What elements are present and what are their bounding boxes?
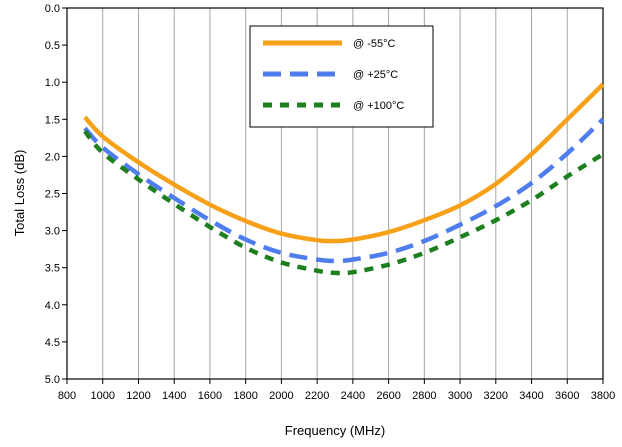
x-tick-label: 1000 [90,390,114,402]
y-axis-label: Total Loss (dB) [12,150,27,237]
x-tick-label: 3600 [555,390,579,402]
y-tick-label: 2.5 [45,189,60,201]
y-tick-label: 4.5 [45,337,60,349]
x-tick-label: 800 [58,390,76,402]
x-tick-label: 1200 [126,390,150,402]
x-tick-label: 1400 [162,390,186,402]
x-tick-label: 2200 [305,390,329,402]
legend-label-2: @ +25°C [353,69,398,81]
y-tick-label: 5.0 [45,374,60,386]
series-line-2 [83,117,605,264]
legend: @ -55°C @ +25°C @ +100°C [249,25,434,128]
x-tick-label: 2400 [341,390,365,402]
y-tick-label: 2.0 [45,151,60,163]
x-tick-label: 1600 [198,390,222,402]
y-tick-label: 3.5 [45,263,60,275]
series-line-1 [83,82,605,244]
x-axis-ticks: 800 1000 1200 1400 1600 1800 2000 2200 2400 2600 2… [58,379,615,402]
y-tick-label: 0.0 [45,3,60,15]
y-axis-ticks: 0.0 0.5 1.0 1.5 2.0 2.5 3.0 3.5 4.0 4.5 5.0 [45,3,67,386]
y-tick-label: 3.0 [45,226,60,238]
x-tick-label: 3400 [519,390,543,402]
y-tick-label: 1.5 [45,114,60,126]
x-tick-label: 3800 [591,390,615,402]
x-tick-label: 1800 [233,390,257,402]
y-tick-label: 0.5 [45,40,60,52]
x-tick-label: 3200 [484,390,508,402]
x-tick-label: 3000 [448,390,472,402]
x-tick-label: 2600 [376,390,400,402]
y-tick-label: 4.0 [45,300,60,312]
x-tick-label: 2000 [269,390,293,402]
legend-label-3: @ +100°C [353,100,404,112]
series-lines [83,82,605,276]
x-axis-label: Frequency (MHz) [285,423,385,438]
x-tick-label: 2800 [412,390,436,402]
legend-label-1: @ -55°C [353,38,396,50]
series-line-3 [83,129,605,276]
y-tick-label: 1.0 [45,77,60,89]
